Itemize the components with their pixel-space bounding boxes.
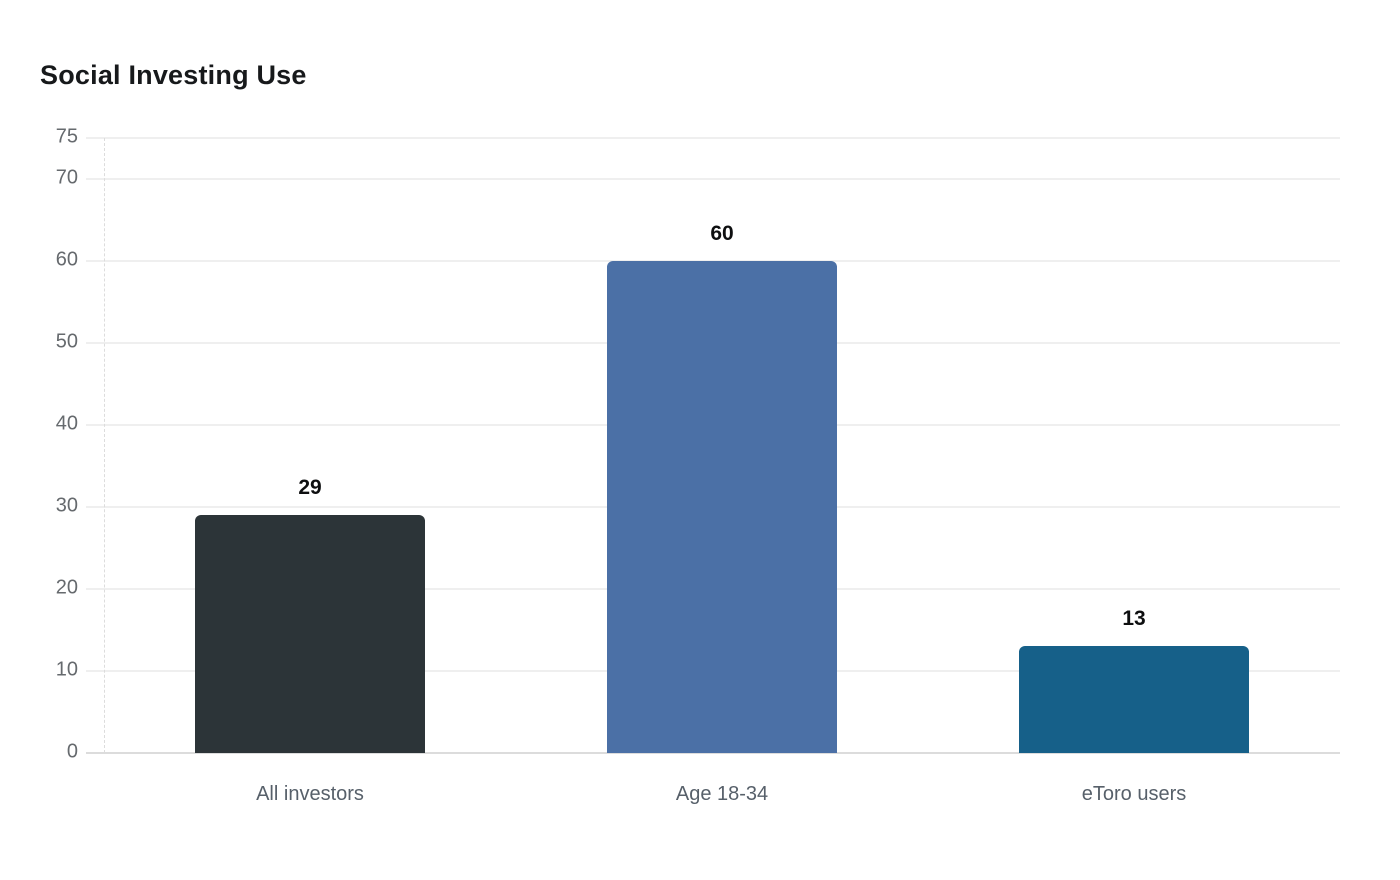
y-tick-label: 40 — [55, 412, 78, 435]
gridline — [86, 178, 1340, 180]
y-tick-label: 30 — [55, 494, 78, 517]
bar — [195, 515, 425, 753]
category-label: eToro users — [1081, 783, 1187, 805]
bar — [607, 261, 837, 753]
y-tick-label: 50 — [55, 330, 78, 353]
bar-value-label: 29 — [298, 476, 322, 499]
y-tick-label: 20 — [55, 576, 78, 599]
gridline — [86, 137, 1340, 139]
category-label: Age 18-34 — [675, 783, 769, 805]
y-tick-label: 60 — [55, 248, 78, 271]
category-label: All investors — [256, 783, 364, 805]
bar — [1019, 646, 1249, 753]
bar-value-label: 13 — [1122, 607, 1146, 630]
chart-title: Social Investing Use — [40, 60, 307, 90]
baseline-gridline — [86, 752, 1340, 754]
y-tick-label: 0 — [66, 740, 78, 763]
y-axis-line — [104, 138, 105, 753]
y-tick-label: 10 — [55, 658, 78, 681]
y-tick-label: 70 — [55, 166, 78, 189]
bar-value-label: 60 — [710, 222, 734, 245]
y-tick-label: 75 — [55, 125, 78, 148]
